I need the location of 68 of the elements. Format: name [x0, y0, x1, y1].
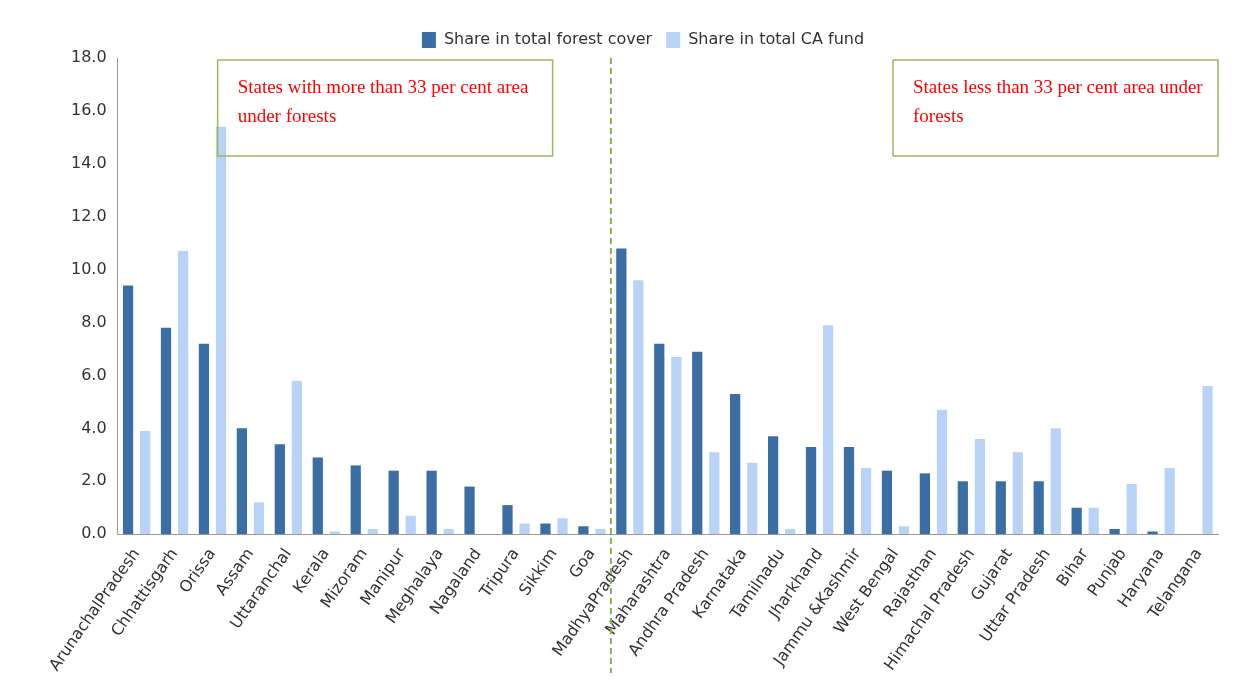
bar: [1012, 452, 1023, 535]
y-tick-label: 10.0: [71, 258, 107, 278]
bar: [671, 356, 682, 535]
bar: [160, 327, 172, 535]
y-tick-label: 8.0: [81, 311, 107, 331]
bar: [215, 126, 227, 535]
bar: [860, 468, 872, 535]
bar: [426, 470, 437, 535]
legend-label: Share in total CA fund: [688, 29, 865, 49]
bar: [443, 528, 454, 535]
y-tick-label: 6.0: [81, 364, 107, 384]
bar: [291, 380, 303, 535]
bar: [198, 343, 210, 535]
bar: [367, 528, 378, 535]
bar: [388, 470, 399, 535]
bar: [747, 462, 758, 535]
bar: [578, 526, 589, 535]
bar: [995, 481, 1006, 535]
bar: [122, 285, 134, 535]
bar: [274, 444, 285, 535]
y-tick-label: 16.0: [71, 100, 107, 120]
bar: [177, 251, 189, 535]
bar: [1164, 468, 1175, 535]
bar: [464, 486, 475, 535]
bar: [1126, 483, 1137, 535]
bar: [253, 502, 265, 535]
bar: [502, 505, 513, 535]
bar: [350, 465, 361, 535]
bar: [957, 481, 968, 535]
bar: [1088, 507, 1099, 535]
bar: [633, 280, 644, 535]
bar: [1033, 481, 1044, 535]
bar: [1109, 528, 1120, 535]
bar: [1071, 507, 1082, 535]
bar: [540, 523, 551, 535]
bar: [557, 518, 568, 535]
bar: [1202, 386, 1213, 535]
annotation: States with more than 33 per cent area under forests: [237, 75, 529, 126]
y-tick-label: 0.0: [81, 523, 107, 543]
bar: [595, 528, 606, 535]
bar: [881, 470, 893, 535]
annotation: States less than 33 per cent area under forests: [913, 75, 1204, 126]
y-tick-label: 12.0: [71, 205, 107, 225]
bar: [140, 431, 151, 535]
bar: [730, 393, 741, 535]
y-tick-label: 18.0: [71, 47, 107, 67]
bar: [654, 343, 665, 535]
bar: [898, 526, 910, 535]
bar: [405, 515, 416, 535]
bar: [785, 528, 796, 535]
bar: [616, 248, 627, 535]
y-tick-label: 14.0: [71, 152, 107, 172]
bar: [312, 457, 323, 535]
bar: [919, 473, 931, 535]
bar: [1050, 428, 1061, 535]
bar: [519, 523, 530, 535]
legend-label: Share in total forest cover: [443, 29, 653, 49]
bar: [805, 446, 817, 535]
bar: [709, 452, 720, 535]
y-tick-label: 4.0: [81, 417, 107, 437]
bar: [974, 438, 986, 535]
bar: [843, 446, 855, 535]
bar: [692, 351, 703, 535]
bar: [823, 325, 834, 535]
bar: [236, 428, 248, 535]
y-tick-label: 2.0: [81, 470, 107, 490]
bar: [767, 436, 779, 535]
bar: [936, 409, 948, 535]
